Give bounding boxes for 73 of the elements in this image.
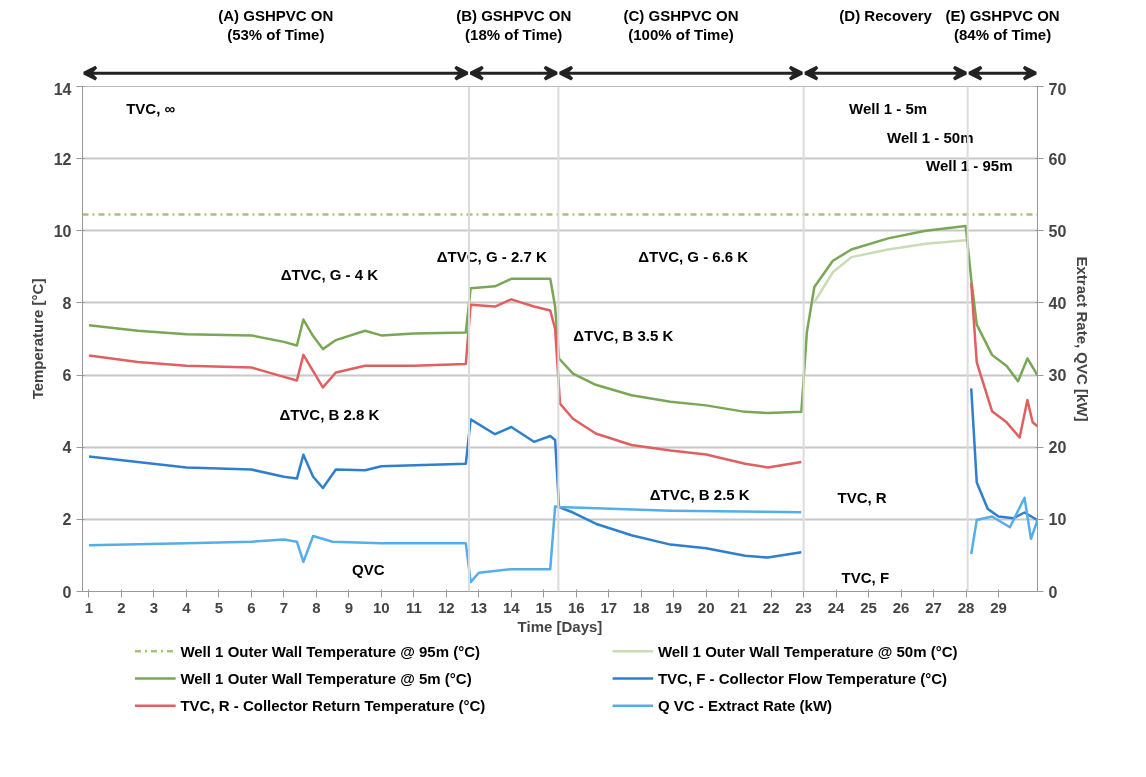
annotation: ΔTVC, B 2.5 K — [649, 485, 750, 503]
legend-label: Well 1 Outer Wall Temperature @ 95m (°C) — [180, 642, 480, 660]
legend-label: TVC, R - Collector Return Temperature (°C) — [180, 697, 486, 715]
annotation: TVC, F — [841, 568, 890, 586]
legend-label: Q VC - Extract Rate (kW) — [657, 697, 833, 715]
x-tick-label: 9 — [344, 598, 354, 616]
annotation: QVC — [352, 561, 385, 579]
x-tick-label: 26 — [892, 598, 910, 616]
y2-tick-label: 60 — [1048, 150, 1067, 168]
x-tick-label: 18 — [632, 598, 650, 616]
x-tick-label: 7 — [279, 598, 289, 616]
y2-tick-label: 40 — [1048, 294, 1067, 312]
x-tick-label: 21 — [730, 598, 747, 616]
annotation: ΔTVC, B 2.8 K — [279, 406, 380, 424]
legend-label: TVC, F - Collector Flow Temperature (°C) — [657, 670, 947, 687]
x-tick-label: 5 — [214, 598, 224, 616]
x-tick-label: 11 — [405, 598, 422, 616]
annotation: Well 1 - 95m — [926, 157, 1013, 175]
x-tick-label: 25 — [860, 598, 877, 616]
text: (E) GSHPVC ON (84% of Time) — [945, 6, 1060, 44]
y2-tick-label: 20 — [1048, 439, 1067, 457]
x-tick-label: 29 — [990, 598, 1007, 616]
y-tick-label: 10 — [53, 222, 72, 240]
x-tick-label: 17 — [600, 598, 618, 616]
y2-tick-label: 70 — [1048, 80, 1067, 98]
text: (B) GSHPVC ON (18% of Time) — [456, 6, 572, 44]
x-tick-label: 1 — [84, 598, 94, 616]
annotation: TVC, ∞ — [126, 99, 176, 117]
y-tick-label: 8 — [62, 294, 72, 312]
x-tick-label: 15 — [535, 598, 553, 616]
annotation: Well 1 - 5m — [849, 99, 928, 117]
y-tick-label: 0 — [62, 583, 72, 601]
y2-tick-label: 50 — [1048, 222, 1067, 240]
annotation: ΔTVC, G - 2.7 K — [436, 247, 547, 265]
y-axis-title: Temperature [°C] — [28, 278, 46, 400]
y-tick-label: 6 — [62, 367, 72, 385]
y-tick-label: 14 — [53, 80, 72, 98]
x-tick-label: 4 — [182, 598, 192, 616]
annotation: Well 1 - 50m — [887, 128, 974, 146]
x-tick-label: 13 — [470, 598, 488, 616]
legend-label: Well 1 Outer Wall Temperature @ 5m (°C) — [180, 670, 472, 687]
x-tick-label: 3 — [149, 598, 159, 616]
y2-tick-label: 30 — [1048, 367, 1067, 385]
annotation: TVC, R — [837, 489, 887, 507]
x-tick-label: 19 — [665, 598, 683, 616]
x-tick-label: 16 — [567, 598, 585, 616]
x-tick-label: 10 — [373, 598, 390, 616]
annotation: ΔTVC, G - 6.6 K — [638, 247, 749, 265]
x-tick-label: 22 — [762, 598, 780, 616]
x-tick-label: 2 — [117, 598, 126, 616]
x-tick-label: 28 — [957, 598, 975, 616]
y2-axis-title: Extract Rate, QVC [kW] — [1074, 256, 1092, 422]
x-tick-label: 24 — [827, 598, 846, 616]
y2-tick-label: 0 — [1048, 583, 1058, 601]
legend-label: Well 1 Outer Wall Temperature @ 50m (°C) — [657, 642, 958, 660]
line-series — [813, 238, 968, 304]
text: (A) GSHPVC ON (53% of Time) — [218, 6, 334, 44]
text: (D) Recovery — [839, 6, 933, 24]
x-tick-label: 14 — [502, 598, 521, 616]
y2-tick-label: 10 — [1048, 511, 1067, 529]
y-tick-label: 2 — [62, 511, 72, 529]
x-tick-label: 6 — [247, 598, 256, 616]
annotation: ΔTVC, G - 4 K — [280, 265, 379, 283]
x-tick-label: 20 — [697, 598, 715, 616]
annotation: ΔTVC, B 3.5 K — [573, 326, 674, 344]
x-tick-label: 8 — [312, 598, 321, 616]
x-tick-label: 27 — [925, 598, 942, 616]
x-axis-title: Time [Days] — [517, 617, 603, 635]
y-tick-label: 12 — [53, 150, 72, 168]
text: (C) GSHPVC ON (100% of Time) — [623, 6, 739, 44]
x-tick-label: 23 — [795, 598, 812, 616]
x-tick-label: 12 — [437, 598, 455, 616]
y-tick-label: 4 — [62, 439, 72, 457]
